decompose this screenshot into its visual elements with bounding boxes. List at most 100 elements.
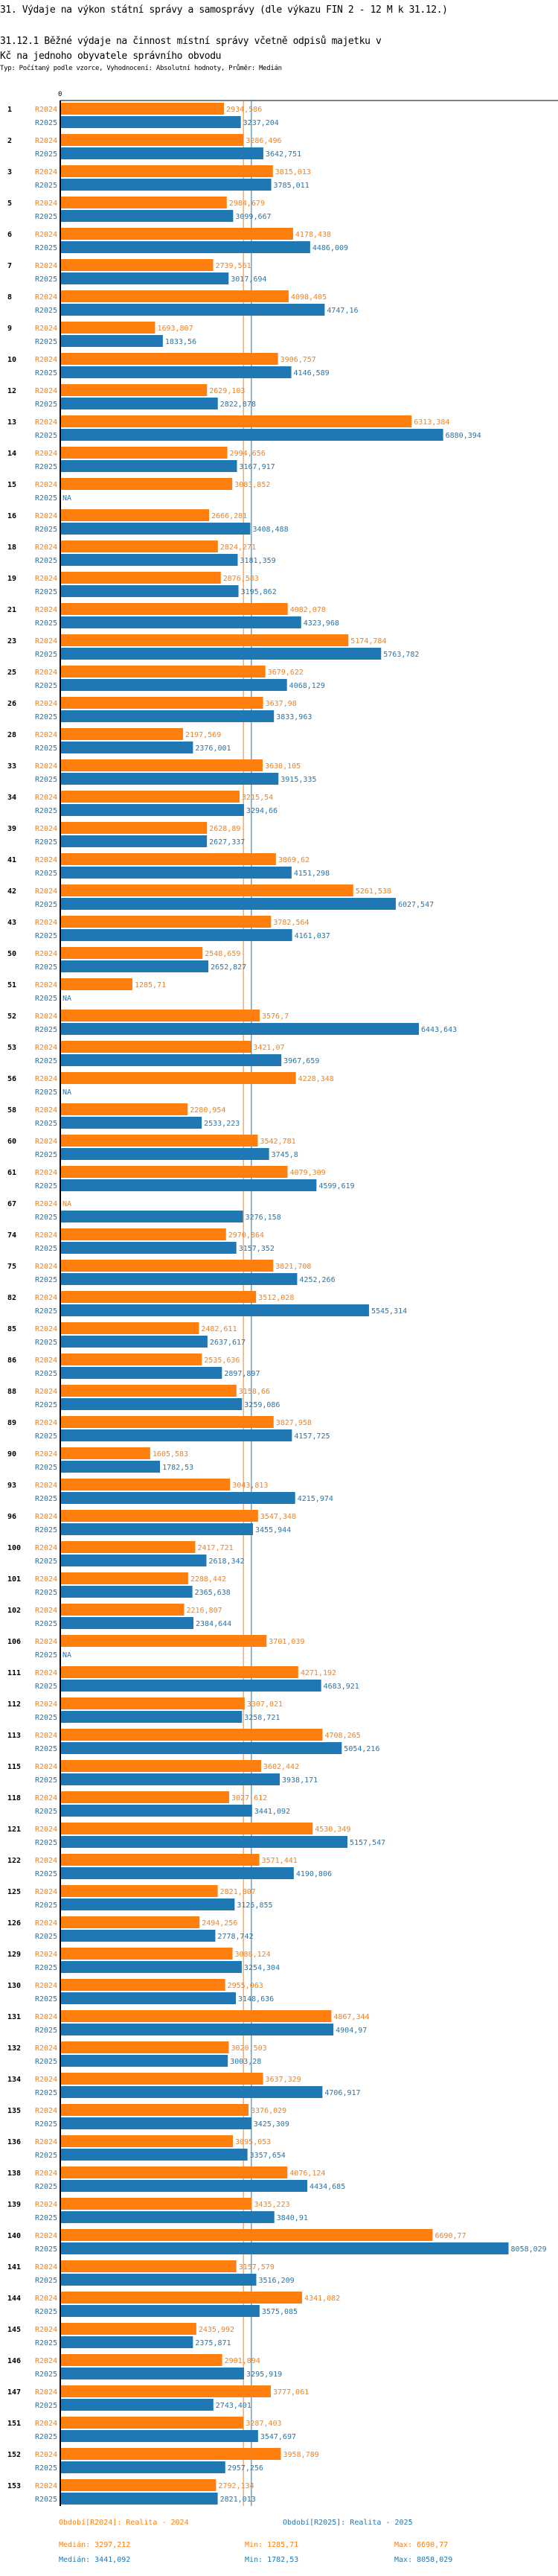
bar-r2024 <box>61 2198 252 2210</box>
series-label-r2025: R2025 <box>35 1839 57 1847</box>
bar-r2025 <box>61 2430 258 2442</box>
value-label: 4068,129 <box>289 682 325 690</box>
value-label: 3782,564 <box>273 919 309 927</box>
value-label: 1782,53 <box>162 1464 193 1472</box>
min-r2025: Min: 1782,53 <box>245 2556 298 2564</box>
series-label-r2024: R2024 <box>35 1857 57 1865</box>
series-label-r2025: R2025 <box>35 1589 57 1597</box>
value-label: 3542,781 <box>260 1138 295 1146</box>
bar-r2025 <box>61 2368 245 2379</box>
bar-r2024 <box>61 1166 288 1178</box>
value-label: 3938,171 <box>282 1776 318 1785</box>
series-label-r2024: R2024 <box>35 981 57 989</box>
value-label: 2494,256 <box>202 1919 237 1928</box>
value-label: 3745,8 <box>272 1151 298 1159</box>
category-label: 52 <box>7 1013 16 1021</box>
value-label: 3088,124 <box>235 1951 271 1959</box>
bar-r2024 <box>61 1635 267 1647</box>
series-label-r2025: R2025 <box>35 275 57 284</box>
series-label-r2024: R2024 <box>35 2201 57 2209</box>
value-label: 2876,583 <box>223 575 259 583</box>
bar-r2024 <box>61 384 208 396</box>
bar-r2025 <box>61 2180 308 2192</box>
value-label: 3043,813 <box>232 1482 268 1490</box>
series-label-r2024: R2024 <box>35 856 57 864</box>
value-label: 3958,789 <box>283 2451 319 2459</box>
value-label: 3967,659 <box>283 1057 319 1065</box>
bar-r2025 <box>61 460 237 472</box>
value-label: 3408,488 <box>252 526 288 534</box>
category-label: 18 <box>7 543 16 552</box>
series-label-r2024: R2024 <box>35 356 57 364</box>
bar-r2025 <box>61 1805 252 1817</box>
bar-r2025 <box>61 2399 214 2411</box>
value-label: 3020,503 <box>231 2044 266 2053</box>
bar-chart: 0 1 R2024 2934,586 R2025 3237,204 2 R2024 3286,4… <box>7 91 558 2564</box>
bar-r2025 <box>61 1961 242 1973</box>
bar-r2025 <box>61 1680 321 1692</box>
na-label: NA <box>62 494 71 503</box>
bar-r2025 <box>61 1898 235 1910</box>
value-label: 3421,07 <box>253 1044 284 1052</box>
bar-r2024 <box>61 1354 202 1365</box>
bar-r2024 <box>61 415 412 427</box>
series-label-r2025: R2025 <box>35 1620 57 1628</box>
value-label: 2376,001 <box>195 745 231 753</box>
value-label: 3701,039 <box>269 1638 304 1646</box>
series-label-r2024: R2024 <box>35 1919 57 1928</box>
category-label: 102 <box>7 1607 21 1615</box>
bar-r2025 <box>61 1555 207 1566</box>
legend-r2025: Období[R2025]: Realita - 2025 <box>283 2518 413 2527</box>
value-label: 3254,304 <box>244 1964 280 1972</box>
bar-r2024 <box>61 2135 234 2147</box>
value-label: 2984,679 <box>229 200 265 208</box>
category-label: 60 <box>7 1138 16 1146</box>
series-label-r2024: R2024 <box>35 1638 57 1646</box>
series-label-r2024: R2024 <box>35 1294 57 1302</box>
series-label-r2025: R2025 <box>35 776 57 784</box>
category-label: 10 <box>7 356 16 364</box>
series-label-r2025: R2025 <box>35 463 57 471</box>
category-label: 101 <box>7 1575 21 1584</box>
value-label: 4157,725 <box>294 1432 330 1441</box>
series-label-r2025: R2025 <box>35 338 57 346</box>
bar-r2025 <box>61 429 443 441</box>
bar-r2025 <box>61 773 279 785</box>
value-label: 4683,921 <box>324 1683 359 1691</box>
bar-r2025 <box>61 272 229 284</box>
series-label-r2025: R2025 <box>35 1214 57 1222</box>
value-label: 3287,403 <box>246 2420 281 2428</box>
series-label-r2025: R2025 <box>35 2308 57 2316</box>
bar-r2024 <box>61 1510 258 1522</box>
series-label-r2024: R2024 <box>35 1763 57 1771</box>
value-label: 3815,013 <box>275 168 311 176</box>
value-label: 2533,223 <box>204 1120 240 1128</box>
value-label: 4252,266 <box>299 1276 335 1284</box>
bar-r2024 <box>61 947 203 959</box>
series-label-r2025: R2025 <box>35 2464 57 2473</box>
value-label: 1285,71 <box>135 981 166 989</box>
series-label-r2025: R2025 <box>35 1745 57 1753</box>
value-label: 3099,667 <box>235 213 271 221</box>
category-label: 111 <box>7 1669 21 1677</box>
bar-r2024 <box>61 2354 222 2366</box>
category-label: 34 <box>7 794 16 802</box>
section-title: 31. Výdaje na výkon státní správy a samo… <box>0 4 448 16</box>
value-label: 3003,28 <box>230 2058 261 2066</box>
value-label: 2994,656 <box>230 450 266 458</box>
category-label: 135 <box>7 2107 21 2115</box>
series-label-r2024: R2024 <box>35 2232 57 2240</box>
bar-r2024 <box>61 1854 260 1866</box>
series-label-r2024: R2024 <box>35 2482 57 2490</box>
value-label: 2822,878 <box>220 401 256 409</box>
bar-r2024 <box>61 1948 233 1960</box>
series-label-r2024: R2024 <box>35 2138 57 2146</box>
category-label: 140 <box>7 2232 21 2240</box>
series-label-r2025: R2025 <box>35 2433 57 2441</box>
category-label: 42 <box>7 887 16 896</box>
value-label: 4708,265 <box>324 1732 360 1740</box>
value-label: 2637,617 <box>210 1339 246 1347</box>
bar-r2024 <box>61 2292 303 2304</box>
bar-r2025 <box>61 2024 334 2035</box>
series-label-r2025: R2025 <box>35 1464 57 1472</box>
